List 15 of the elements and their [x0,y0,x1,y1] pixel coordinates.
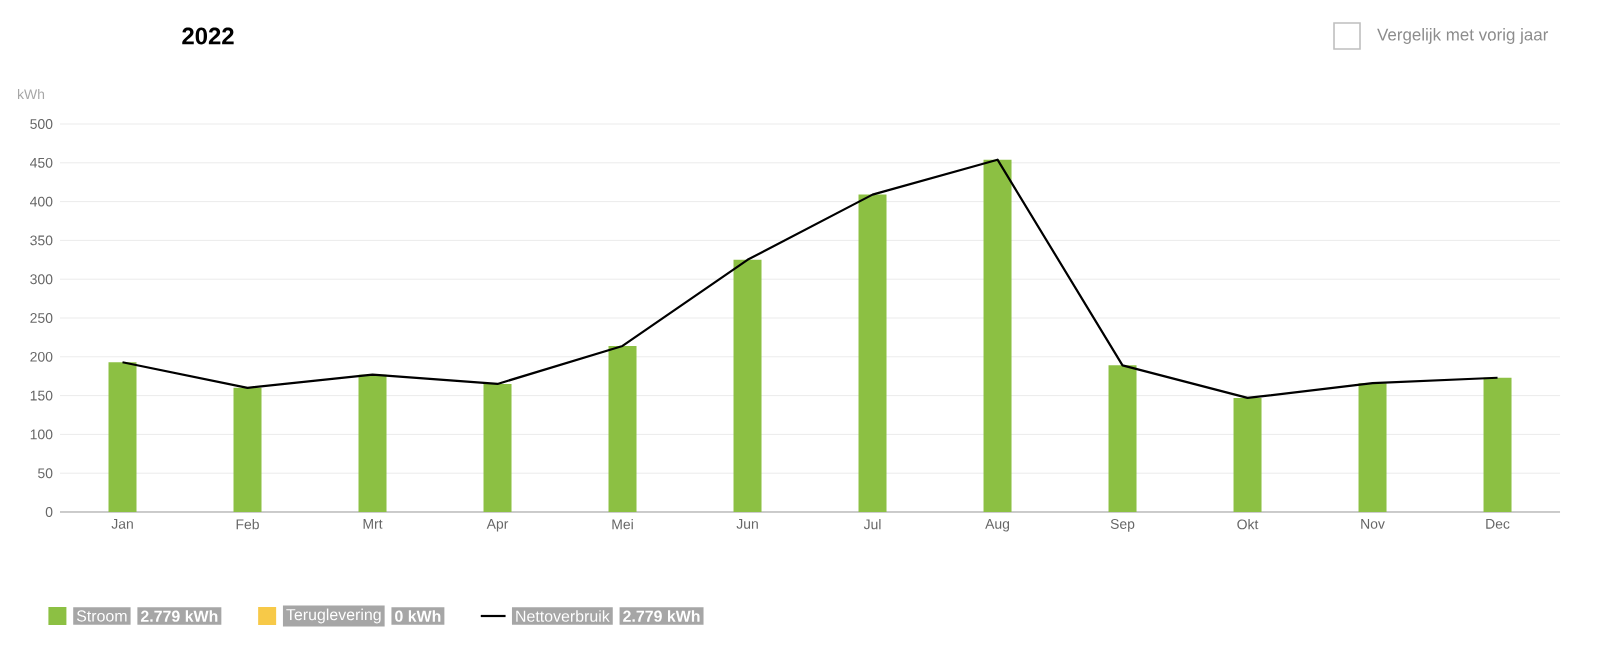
bar [1358,383,1387,512]
chart-title: 2022 [182,27,234,45]
bar [608,345,637,512]
bar [1483,377,1512,512]
bar [483,383,512,512]
line-series [121,158,1499,400]
bar [733,259,762,512]
bar [858,194,887,512]
bar [1233,397,1262,512]
bar [1108,365,1137,512]
text: Vergelijk met vorig jaar [1377,28,1549,44]
bar [983,159,1012,512]
bar [358,374,387,512]
bar [233,387,262,512]
bar [108,362,137,512]
